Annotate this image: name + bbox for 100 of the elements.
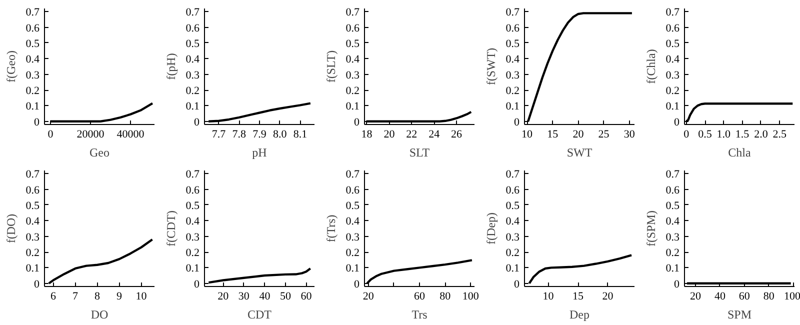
y-tick-label: 0.6 (506, 22, 520, 34)
x-tick-label: 1.5 (735, 128, 750, 140)
y-tick-label: 0.7 (506, 6, 520, 19)
x-axis-title: SLT (409, 146, 430, 160)
y-tick-label: 0.7 (346, 6, 360, 19)
y-tick-label: 0.7 (666, 168, 680, 181)
y-tick-label: 0 (354, 278, 360, 290)
y-tick-label: 0.4 (346, 54, 360, 66)
y-axis-title: f(CDT) (164, 210, 178, 246)
x-axis-title: CDT (248, 308, 272, 322)
x-tick-label: 7.8 (232, 128, 247, 140)
y-tick-label: 0.4 (666, 54, 680, 66)
x-tick-label: 0.5 (698, 128, 712, 140)
y-tick-label: 0 (194, 278, 200, 290)
x-axis-title: SWT (566, 146, 593, 160)
y-tick-label: 0 (514, 116, 520, 128)
x-axis-title: DO (90, 308, 108, 322)
y-tick-label: 0.5 (186, 200, 200, 212)
x-tick-label: 1.0 (716, 128, 732, 140)
y-tick-label: 0.4 (186, 54, 200, 66)
x-tick-label: 20 (384, 128, 396, 140)
x-axis-title: Geo (90, 146, 110, 160)
y-tick-label: 0.1 (346, 100, 360, 113)
x-tick-label: 100 (462, 290, 480, 302)
y-tick-label: 0.2 (506, 85, 520, 98)
y-tick-label: 0.5 (186, 38, 200, 50)
x-tick-label: 30 (238, 290, 250, 302)
y-tick-label: 0.2 (506, 247, 520, 260)
x-tick-label: 30 (624, 128, 636, 140)
x-tick-label: 2.5 (772, 128, 787, 140)
x-tick-label: 8 (94, 290, 101, 302)
y-tick-label: 0.5 (506, 200, 520, 212)
y-tick-label: 0.2 (346, 247, 360, 260)
y-tick-label: 0.2 (186, 85, 200, 98)
x-axis-title: Dep (570, 308, 590, 322)
y-tick-label: 0.1 (346, 262, 360, 275)
y-axis-title: f(DO) (4, 214, 18, 244)
y-tick-label: 0.6 (26, 22, 40, 34)
y-tick-label: 0.5 (26, 200, 40, 212)
x-tick-label: 9 (116, 290, 123, 302)
y-tick-label: 0.4 (346, 216, 360, 228)
y-tick-label: 0.5 (666, 200, 680, 212)
y-tick-label: 0.6 (26, 184, 40, 196)
x-tick-label: 40 (259, 290, 271, 302)
x-tick-label: 15 (572, 290, 584, 302)
y-tick-label: 0.6 (346, 22, 360, 34)
x-tick-label: 80 (440, 290, 452, 302)
x-tick-label: 20 (572, 128, 584, 140)
y-tick-label: 0.1 (26, 262, 40, 275)
x-tick-label: 20 (690, 290, 702, 302)
y-tick-label: 0.2 (666, 247, 680, 260)
x-tick-label: 50 (280, 290, 292, 302)
x-tick-label: 0 (48, 128, 54, 140)
y-tick-label: 0.5 (26, 38, 40, 50)
y-tick-label: 0.4 (506, 216, 520, 228)
y-tick-label: 0.4 (506, 54, 520, 66)
x-tick-label: 18 (361, 128, 373, 140)
x-tick-label: 60 (738, 290, 750, 302)
x-tick-label: 15 (547, 128, 559, 140)
y-tick-label: 0.2 (26, 247, 40, 260)
y-tick-label: 0.5 (346, 38, 360, 50)
y-tick-label: 0.7 (26, 6, 40, 19)
y-tick-label: 0.5 (666, 38, 680, 50)
y-tick-label: 0.7 (186, 168, 200, 181)
y-tick-label: 0.7 (26, 168, 40, 181)
x-tick-label: 25 (598, 128, 610, 140)
y-tick-label: 0 (514, 278, 520, 290)
x-tick-label: 100 (784, 290, 800, 302)
x-tick-label: 26 (451, 128, 463, 140)
y-tick-label: 0.4 (666, 216, 680, 228)
x-tick-label: 60 (300, 290, 312, 302)
x-tick-label: 7 (72, 290, 79, 302)
y-tick-label: 0.4 (26, 216, 40, 228)
x-tick-label: 20000 (76, 128, 105, 140)
x-tick-label: 22 (406, 128, 418, 140)
y-axis-title: f(Geo) (4, 50, 18, 82)
y-tick-label: 0 (34, 116, 40, 128)
y-tick-label: 0.1 (506, 262, 520, 275)
x-tick-label: 20 (218, 290, 230, 302)
y-tick-label: 0.5 (506, 38, 520, 50)
x-tick-label: 10 (542, 290, 554, 302)
x-tick-label: 10 (522, 128, 534, 140)
y-tick-label: 0.3 (346, 231, 360, 244)
y-tick-label: 0.3 (506, 69, 520, 82)
x-tick-label: 60 (414, 290, 426, 302)
y-tick-label: 0.7 (346, 168, 360, 181)
x-tick-label: 6 (50, 290, 57, 302)
y-tick-label: 0.6 (186, 184, 200, 196)
y-tick-label: 0.2 (186, 247, 200, 260)
y-tick-label: 0.1 (26, 100, 40, 113)
y-tick-label: 0.7 (666, 6, 680, 19)
x-axis-title: Chla (728, 146, 752, 160)
y-axis-title: f(Chla) (644, 49, 658, 84)
y-axis-title: f(SLT) (324, 50, 338, 83)
x-tick-label: 0 (684, 128, 690, 140)
y-tick-label: 0.2 (666, 85, 680, 98)
y-axis-title: f(Dep) (484, 212, 498, 244)
x-tick-label: 80 (763, 290, 775, 302)
y-axis-title: f(SPM) (644, 210, 658, 247)
y-axis-title: f(Trs) (324, 214, 338, 242)
